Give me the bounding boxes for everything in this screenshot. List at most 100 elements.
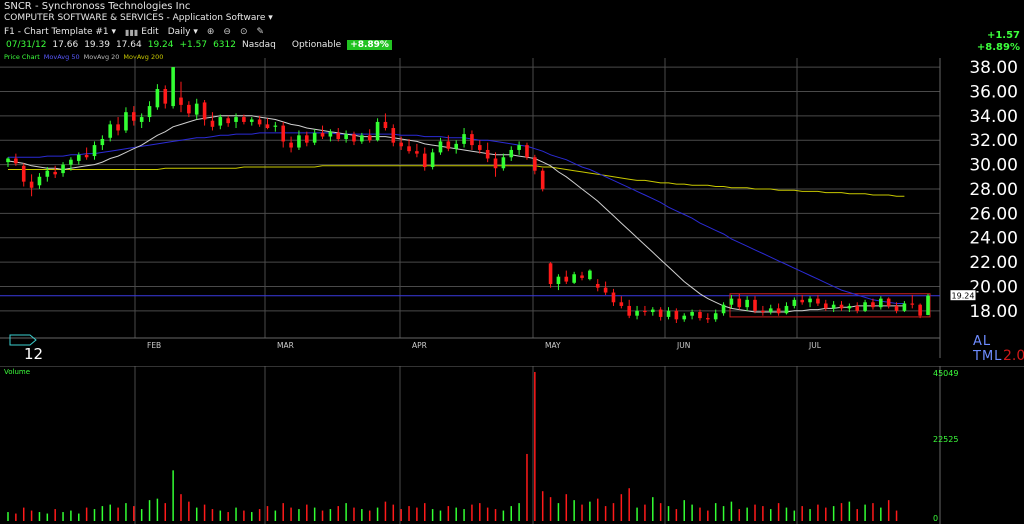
volume-bar bbox=[730, 501, 733, 521]
volume-label: Volume bbox=[4, 368, 31, 376]
volume-bar bbox=[746, 507, 748, 521]
candle-body bbox=[595, 284, 600, 288]
volume-tick-label: 22525 bbox=[933, 435, 958, 444]
price-tick-label: 20.00 bbox=[969, 277, 1018, 297]
candle-body bbox=[226, 118, 230, 124]
candle-body bbox=[14, 158, 18, 164]
candle-body bbox=[493, 158, 498, 169]
volume-bar bbox=[266, 506, 269, 521]
volume-bar bbox=[864, 504, 866, 521]
volume-bar bbox=[754, 504, 756, 521]
candle-body bbox=[399, 142, 403, 147]
volume-bar bbox=[251, 512, 253, 521]
candle-body bbox=[619, 302, 624, 306]
legend-price[interactable]: Price Chart bbox=[4, 53, 40, 61]
candle-body bbox=[139, 117, 144, 122]
volume-bar bbox=[337, 506, 340, 521]
volume-bar bbox=[447, 506, 450, 521]
candle-body bbox=[855, 305, 860, 311]
volume-chart[interactable]: 45049 22525 0 bbox=[0, 366, 1024, 524]
volume-bar bbox=[777, 503, 780, 521]
zoom-fit-icon[interactable]: ⊙ bbox=[239, 27, 248, 37]
candle-body bbox=[218, 117, 223, 126]
zoom-in-icon[interactable]: ⊕ bbox=[206, 27, 215, 37]
volume-bar bbox=[30, 510, 33, 521]
volume-bar bbox=[424, 503, 426, 521]
candle-body bbox=[194, 103, 199, 115]
volume-bar bbox=[93, 509, 96, 521]
volume-bar bbox=[219, 510, 222, 521]
volume-bar bbox=[722, 506, 725, 521]
month-label: APR bbox=[412, 341, 427, 350]
volume-bar bbox=[510, 506, 512, 521]
volume-bar bbox=[7, 512, 9, 521]
candle-body bbox=[548, 263, 553, 285]
price-tick-label: 26.00 bbox=[969, 204, 1018, 224]
candle-body bbox=[603, 287, 608, 293]
volume-bar bbox=[235, 507, 237, 521]
volume-bar bbox=[596, 498, 599, 521]
candle-body bbox=[367, 135, 372, 141]
candle-body bbox=[415, 151, 419, 154]
volume-bar bbox=[15, 513, 17, 521]
quote-change: +1.57 bbox=[179, 40, 208, 50]
candle-body bbox=[249, 119, 254, 122]
volume-bar bbox=[54, 509, 56, 521]
candle-body bbox=[281, 125, 286, 142]
volume-bar bbox=[612, 503, 615, 521]
price-chart[interactable]: 38.00 36.00 34.00 32.00 30.00 28.00 26.00 24.00… bbox=[0, 58, 1024, 358]
volume-bar bbox=[714, 503, 717, 521]
candle-body bbox=[328, 131, 333, 137]
candle-body bbox=[92, 145, 97, 157]
candle-body bbox=[721, 304, 726, 314]
candle-body bbox=[171, 67, 175, 107]
candle-body bbox=[179, 97, 183, 105]
candle-body bbox=[674, 310, 679, 320]
period-dropdown[interactable]: Daily ▾ bbox=[167, 27, 198, 37]
legend-ma200[interactable]: MovAvg 200 bbox=[123, 53, 164, 61]
candle-body bbox=[163, 89, 168, 104]
candle-body bbox=[635, 310, 639, 316]
candle-body bbox=[37, 176, 42, 186]
volume-bar bbox=[306, 504, 308, 521]
volume-bar bbox=[70, 510, 72, 521]
volume-bar bbox=[117, 507, 119, 521]
legend-ma20[interactable]: MovAvg 20 bbox=[83, 53, 120, 61]
candle-body bbox=[76, 154, 81, 161]
volume-bar bbox=[738, 509, 741, 521]
candle-body bbox=[611, 292, 616, 303]
candle-body bbox=[187, 104, 191, 114]
volume-bar bbox=[628, 488, 630, 521]
candle-body bbox=[713, 313, 718, 320]
candle-body bbox=[344, 134, 348, 139]
candle-body bbox=[147, 106, 152, 118]
volume-bar bbox=[156, 498, 159, 521]
sector-dropdown[interactable]: COMPUTER SOFTWARE & SERVICES - Applicati… bbox=[4, 13, 273, 23]
volume-bar bbox=[439, 510, 442, 521]
right-panel-info[interactable]: AL TML bbox=[973, 334, 1003, 364]
legend-ma50[interactable]: MovAvg 50 bbox=[43, 53, 80, 61]
volume-bar bbox=[227, 512, 229, 521]
volume-bar bbox=[707, 510, 709, 521]
volume-bar bbox=[321, 510, 324, 521]
zoom-out-icon[interactable]: ⊖ bbox=[223, 27, 231, 37]
volume-bar bbox=[290, 507, 292, 521]
date-marker-icon[interactable] bbox=[9, 334, 37, 346]
volume-bar bbox=[644, 504, 646, 521]
volume-bar bbox=[589, 501, 591, 521]
volume-bar bbox=[699, 507, 701, 521]
price-tick-label: 30.00 bbox=[969, 156, 1018, 176]
pencil-icon[interactable]: ✎ bbox=[256, 27, 265, 37]
volume-bar bbox=[762, 506, 764, 521]
candle-body bbox=[21, 165, 26, 182]
volume-bar bbox=[848, 501, 851, 521]
price-tag-box bbox=[949, 289, 977, 302]
candle-body bbox=[580, 275, 584, 278]
volume-bar bbox=[825, 507, 827, 521]
month-label: JUN bbox=[676, 341, 690, 350]
candle-body bbox=[462, 134, 466, 144]
template-dropdown[interactable]: F1 - Chart Template #1 ▾ bbox=[4, 27, 117, 37]
volume-bar bbox=[22, 507, 25, 521]
candle-body bbox=[918, 304, 922, 316]
edit-button[interactable]: ▮▮▮ Edit bbox=[125, 27, 159, 37]
